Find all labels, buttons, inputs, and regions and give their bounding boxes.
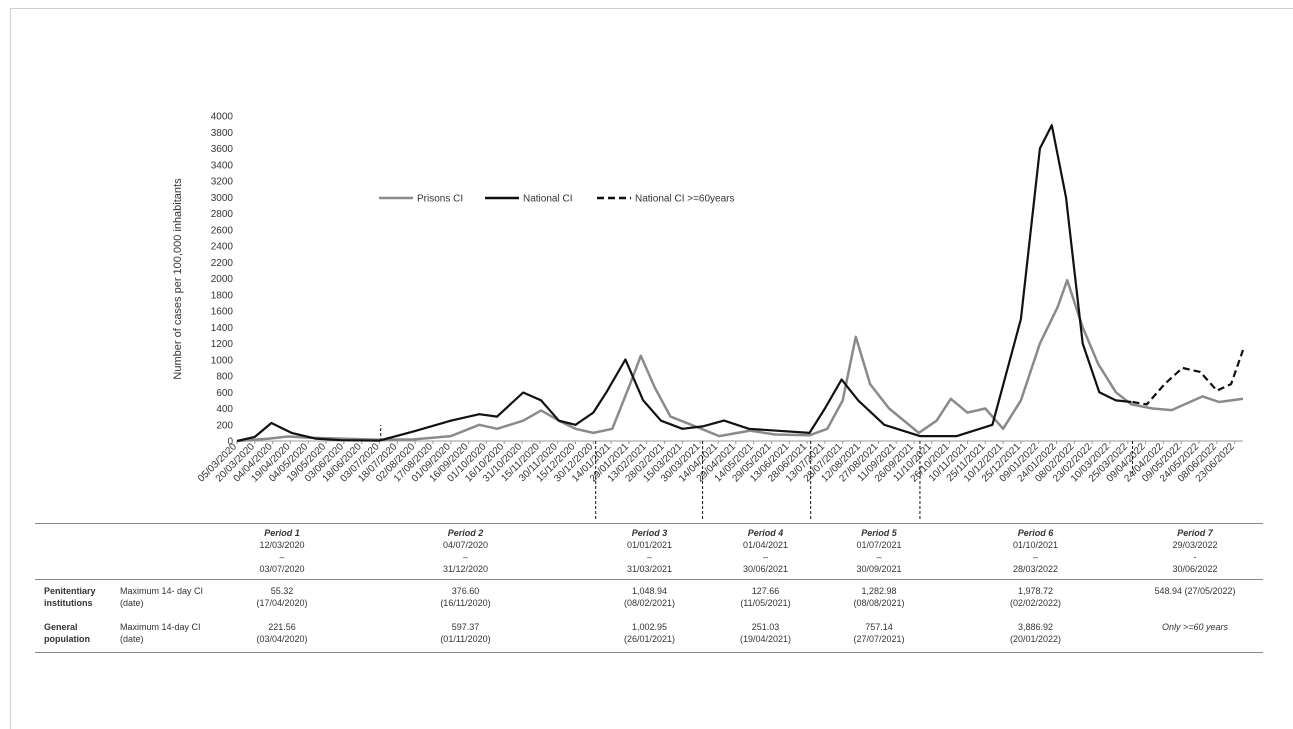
- y-tick-label: 1800: [211, 290, 234, 301]
- penitentiary-row: Penitentiary institutions Maximum 14- day…: [35, 580, 1263, 618]
- series-line-1: [236, 278, 1244, 443]
- y-tick-label: 0: [227, 437, 233, 448]
- y-tick-label: 800: [216, 372, 233, 383]
- line-chart: 0 200 400 600 800 1000 1200 1400 1600 1800 2000 220…: [172, 112, 1245, 520]
- figure-frame: [10, 8, 1293, 729]
- table-cell: 376.60 (16/11/2020): [440, 586, 491, 608]
- y-tick-label: 2400: [211, 242, 234, 253]
- general-population-row: General population Maximum 14-day CI (date…: [35, 617, 1263, 653]
- row-group-label: Penitentiary institutions: [44, 586, 96, 608]
- periods-header-row: Period 1 12/03/2020–03/07/2020 Period 2 04…: [35, 523, 1263, 580]
- y-tick-label: 2800: [211, 209, 234, 220]
- y-tick-label: 1400: [211, 323, 234, 334]
- table-cell: 251.03 (19/04/2021): [739, 622, 792, 644]
- y-tick-label: 3000: [211, 193, 234, 204]
- legend-label: Prisons CI: [417, 194, 463, 205]
- y-tick-label: 2200: [211, 258, 234, 269]
- y-tick-label: 1600: [211, 307, 234, 318]
- y-tick-label: 3200: [211, 177, 234, 188]
- table-cell: 1,048.94 (08/02/2021): [623, 586, 676, 608]
- legend: Prisons CI National CI National CI >=60yea…: [379, 194, 735, 205]
- series-line-3: [1132, 349, 1245, 406]
- series-line-2: [236, 124, 1132, 443]
- y-tick-label: 1200: [211, 339, 234, 350]
- period-3-header: Period 3 01/01/2021–31/03/2021: [626, 528, 673, 574]
- table-cell: 127.66 (11/05/2021): [740, 586, 791, 608]
- period-4-header: Period 4 01/04/2021–30/06/2021: [742, 528, 789, 574]
- x-axis: 05/03/202020/03/202004/04/202019/04/2020…: [196, 441, 1237, 485]
- y-axis: 0 200 400 600 800 1000 1200 1400 1600 1800 2000 220…: [211, 112, 1243, 448]
- table-cell: 1,978.72 (02/02/2022): [1009, 586, 1062, 608]
- y-tick-label: 2000: [211, 274, 234, 285]
- row-group-label: General population: [44, 622, 90, 644]
- row-metric-label: Maximum 14- day CI (date): [120, 586, 204, 608]
- table-cell: 757.14 (27/07/2021): [853, 622, 905, 644]
- period-2-header: Period 2 04/07/2020–31/12/2020: [442, 528, 489, 574]
- legend-label: National CI: [523, 194, 572, 205]
- period-5-header: Period 5 01/07/2021–30/09/2021: [856, 528, 902, 574]
- y-tick-label: 4000: [211, 112, 234, 123]
- y-tick-label: 400: [216, 404, 233, 415]
- table-cell: 548.94 (27/05/2022): [1154, 586, 1236, 596]
- table-cell: 1,282.98 (08/08/2021): [853, 586, 905, 608]
- series-lines: [236, 124, 1245, 443]
- period-6-header: Period 6 01/10/2021–28/03/2022: [1012, 528, 1059, 574]
- period-7-header: Period 7 29/03/2022-30/06/2022: [1172, 528, 1218, 574]
- period-boundaries: [380, 425, 1134, 520]
- y-axis-title: Number of cases per 100,000 inhabitants: [172, 178, 184, 380]
- table-cell: 221.56 (03/04/2020): [256, 622, 308, 644]
- y-tick-label: 2600: [211, 225, 234, 236]
- legend-label: National CI >=60years: [635, 194, 735, 205]
- table-cell: 3,886.92 (20/01/2022): [1009, 622, 1062, 644]
- y-tick-label: 3400: [211, 160, 234, 171]
- table-cell: Only >=60 years: [1161, 622, 1229, 632]
- y-tick-label: 600: [216, 388, 233, 399]
- periods-table: Period 1 12/03/2020–03/07/2020 Period 2 04…: [35, 523, 1263, 653]
- y-tick-label: 3600: [211, 144, 234, 155]
- period-1-header: Period 1 12/03/2020–03/07/2020: [259, 528, 305, 574]
- y-tick-label: 1000: [211, 355, 234, 366]
- table-cell: 55.32 (17/04/2020): [256, 586, 308, 608]
- row-metric-label: Maximum 14-day CI (date): [120, 622, 201, 644]
- y-tick-label: 200: [216, 420, 233, 431]
- table-cell: 597.37 (01/11/2020): [440, 622, 491, 644]
- table-cell: 1,002.95 (26/01/2021): [623, 622, 676, 644]
- y-tick-label: 3800: [211, 128, 234, 139]
